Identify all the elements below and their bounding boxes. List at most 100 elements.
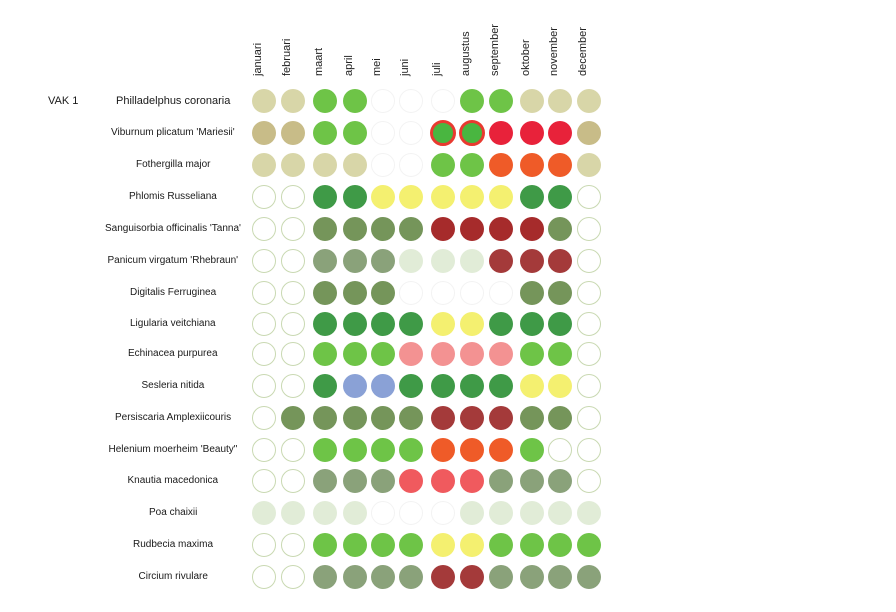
month-header-februari: februari [281,8,303,82]
bloom-cell-juni [399,185,423,209]
plant-name: Persiscaria Amplexiicouris [115,412,232,423]
plant-name: Ligularia veitchiana [130,318,216,329]
bloom-cell-mei [371,438,395,462]
bloom-cell-december [577,185,601,209]
bloom-cell-september [489,217,513,241]
bloom-cell-augustus [460,312,484,336]
bloom-cell-juli [431,406,455,430]
bloom-cell-september [489,185,513,209]
bloom-cell-maart [313,185,337,209]
bloom-cell-juli [431,281,455,305]
bloom-cell-oktober [520,185,544,209]
section-label: VAK 1 [48,95,79,107]
bloom-cell-december [577,501,601,525]
bloom-cell-augustus [460,249,484,273]
bloom-cell-december [577,406,601,430]
bloom-cell-april [343,217,367,241]
bloom-cell-december [577,153,601,177]
bloom-cell-mei [371,249,395,273]
bloom-cell-augustus [460,501,484,525]
plant-name: Phlomis Russeliana [129,191,217,202]
bloom-cell-mei [371,501,395,525]
bloom-cell-december [577,281,601,305]
month-header-maart: maart [313,8,335,82]
month-header-label: augustus [460,31,472,76]
bloom-cell-juli [431,249,455,273]
month-header-label: december [577,27,589,76]
bloom-cell-november [548,281,572,305]
bloom-cell-december [577,121,601,145]
bloom-cell-maart [313,342,337,366]
bloom-cell-oktober [520,501,544,525]
month-header-november: november [548,8,570,82]
bloom-cell-juli [431,312,455,336]
bloom-cell-februari [281,438,305,462]
bloom-cell-mei [371,342,395,366]
bloom-cell-september [489,342,513,366]
bloom-cell-maart [313,406,337,430]
bloom-cell-juli [431,185,455,209]
bloom-cell-januari [252,374,276,398]
bloom-cell-augustus [460,217,484,241]
bloom-cell-augustus [460,153,484,177]
bloom-cell-maart [313,249,337,273]
bloom-cell-maart [313,312,337,336]
bloom-cell-december [577,374,601,398]
bloom-cell-mei [371,406,395,430]
bloom-cell-mei [371,374,395,398]
bloom-cell-november [548,374,572,398]
month-header-mei: mei [371,8,393,82]
bloom-cell-maart [313,374,337,398]
bloom-cell-mei [371,281,395,305]
bloom-cell-april [343,249,367,273]
bloom-cell-maart [313,281,337,305]
bloom-cell-augustus [460,281,484,305]
bloom-cell-november [548,469,572,493]
bloom-cell-april [343,342,367,366]
month-header-label: januari [252,42,264,76]
bloom-cell-juli [431,89,455,113]
bloom-cell-mei [371,533,395,557]
bloom-cell-augustus [460,374,484,398]
bloom-cell-januari [252,153,276,177]
bloom-cell-april [343,438,367,462]
bloom-cell-september [489,438,513,462]
bloom-cell-oktober [520,342,544,366]
plant-name: Knautia macedonica [127,475,219,486]
bloom-cell-juni [399,501,423,525]
bloom-cell-februari [281,533,305,557]
bloom-cell-november [548,217,572,241]
bloom-cell-oktober [520,121,544,145]
month-header-augustus: augustus [460,8,482,82]
bloom-cell-september [489,312,513,336]
plant-name: Philladelphus coronaria [116,95,231,107]
bloom-cell-februari [281,469,305,493]
bloom-cell-oktober [520,281,544,305]
bloom-cell-augustus [460,533,484,557]
bloom-cell-februari [281,342,305,366]
plant-name: Panicum virgatum 'Rhebraun' [107,255,239,266]
bloom-cell-november [548,249,572,273]
bloom-cell-juni [399,342,423,366]
plant-name: Circium rivulare [138,571,208,582]
bloom-cell-januari [252,249,276,273]
bloom-cell-februari [281,153,305,177]
bloom-cell-juli [431,438,455,462]
bloom-cell-februari [281,185,305,209]
plant-name: Fothergilla major [136,159,211,170]
bloom-cell-november [548,121,572,145]
bloom-cell-juni [399,89,423,113]
bloom-cell-juni [399,533,423,557]
bloom-cell-maart [313,217,337,241]
bloom-cell-december [577,469,601,493]
plant-name: Rudbecia maxima [133,539,214,550]
bloom-cell-december [577,533,601,557]
month-header-december: december [577,8,599,82]
bloom-cell-november [548,406,572,430]
bloom-cell-september [489,249,513,273]
bloom-cell-januari [252,469,276,493]
bloom-cell-november [548,185,572,209]
bloom-cell-juli [431,501,455,525]
bloom-cell-februari [281,501,305,525]
month-header-april: april [343,8,365,82]
